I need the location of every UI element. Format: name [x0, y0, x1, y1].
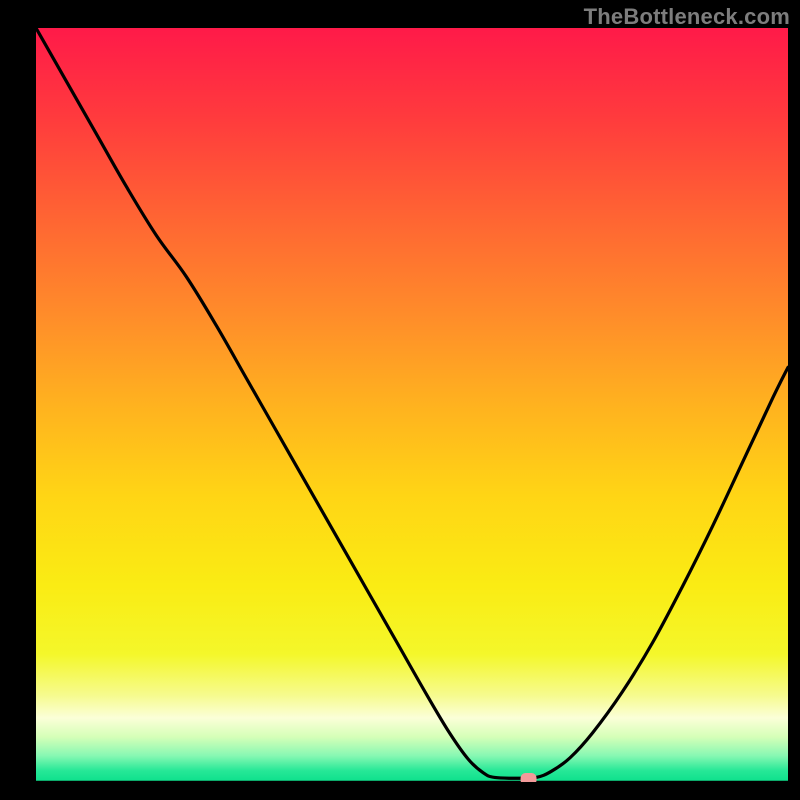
watermark-text: TheBottleneck.com — [584, 4, 790, 30]
optimal-marker — [521, 773, 537, 782]
bottleneck-line-chart — [36, 28, 788, 782]
chart-plot-area — [36, 28, 788, 782]
